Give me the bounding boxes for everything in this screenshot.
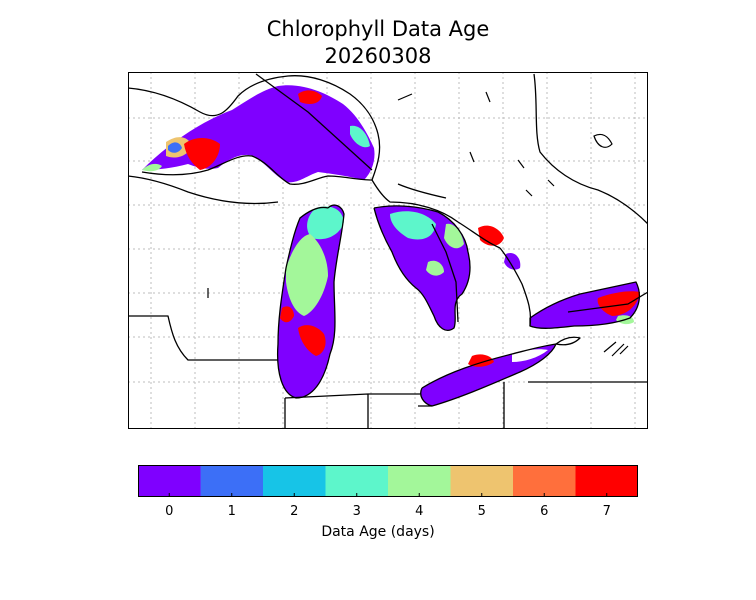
coastlines-and-borders (128, 73, 648, 429)
lake-erie (420, 344, 556, 406)
colorbar-border (138, 465, 638, 497)
lake-ontario (530, 282, 640, 329)
lake-superior (142, 85, 375, 183)
map-date: 20260308 (324, 44, 432, 68)
colorbar-tick-label-6: 6 (540, 504, 549, 519)
colorbar-tick-label-1: 1 (227, 504, 236, 519)
colorbar-swatch-1 (200, 465, 264, 497)
colorbar-swatch-0 (138, 465, 201, 497)
colorbar-tick-label-0: 0 (165, 504, 174, 519)
colorbar-swatch-3 (325, 465, 389, 497)
colorbar-swatch-2 (263, 465, 326, 497)
inland-lakes (207, 91, 629, 357)
colorbar-swatch-5 (450, 465, 514, 497)
colorbar-swatch-7 (575, 465, 638, 497)
lake-michigan (277, 205, 344, 398)
colorbar-tick-label-2: 2 (290, 504, 299, 519)
map (128, 72, 648, 429)
colorbar (138, 465, 638, 497)
colorbar-tick-label-4: 4 (415, 504, 424, 519)
colorbar-tick-label-3: 3 (352, 504, 361, 519)
map-title: Chlorophyll Data Age (266, 17, 490, 41)
colorbar-swatch-4 (388, 465, 451, 497)
colorbar-tick-label-7: 7 (602, 504, 611, 519)
colorbar-tick-label-5: 5 (477, 504, 486, 519)
colorbar-label: Data Age (days) (321, 524, 435, 540)
lake-huron (374, 205, 521, 331)
colorbar-swatch-6 (513, 465, 576, 497)
